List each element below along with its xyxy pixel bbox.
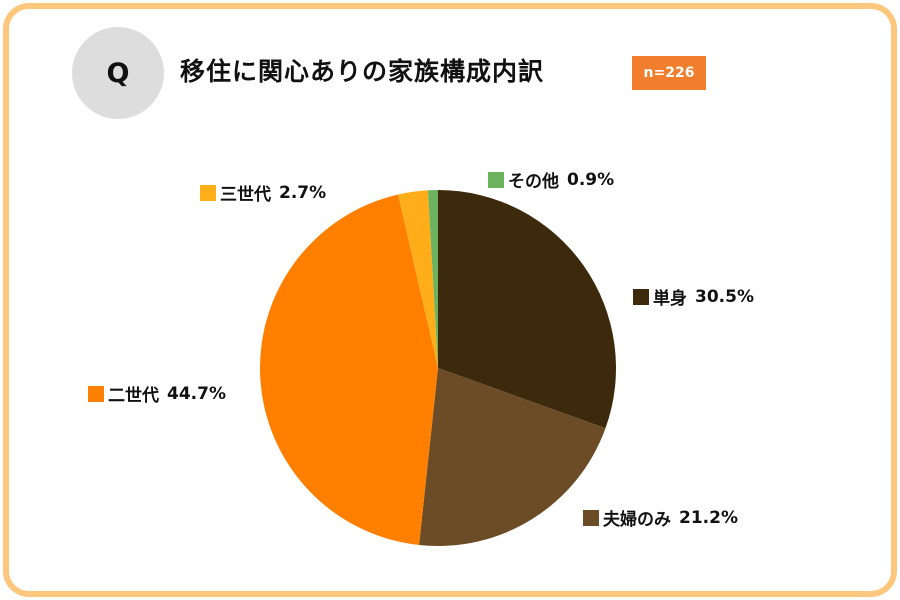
legend-item-fufu: 夫婦のみ 21.2% [583, 505, 738, 530]
legend-swatch [583, 509, 599, 526]
legend-label: 三世代 [220, 185, 271, 205]
sample-size-badge: n=226 [632, 56, 706, 90]
legend-item-sansedai: 三世代 2.7% [200, 180, 326, 205]
question-label: Q [106, 57, 130, 89]
legend-value: 2.7% [279, 182, 327, 203]
legend-value: 44.7% [167, 383, 226, 404]
sample-size-label: n=226 [643, 65, 695, 81]
legend-swatch [88, 385, 104, 402]
legend-swatch [200, 184, 216, 201]
legend-value: 21.2% [679, 507, 738, 528]
question-badge: Q [72, 27, 164, 119]
pie-slice-1 [419, 368, 606, 546]
legend-item-tanshin: 単身 30.5% [633, 284, 754, 309]
legend-swatch [488, 171, 504, 188]
legend-label: その他 [508, 172, 559, 192]
legend-item-nisedai: 二世代 44.7% [88, 381, 226, 406]
legend-swatch [633, 288, 649, 305]
legend-label: 二世代 [108, 386, 159, 406]
legend-label: 単身 [653, 289, 687, 309]
legend-item-sonota: その他 0.9% [488, 167, 614, 192]
pie-slice-3 [398, 190, 438, 368]
legend-label: 夫婦のみ [603, 510, 671, 530]
legend-value: 0.9% [567, 169, 615, 190]
legend-value: 30.5% [695, 286, 754, 307]
pie-slice-0 [438, 190, 617, 429]
pie-slice-2 [260, 194, 438, 545]
chart-title: 移住に関心ありの家族構成内訳 [180, 57, 545, 86]
pie-slice-4 [427, 190, 438, 368]
